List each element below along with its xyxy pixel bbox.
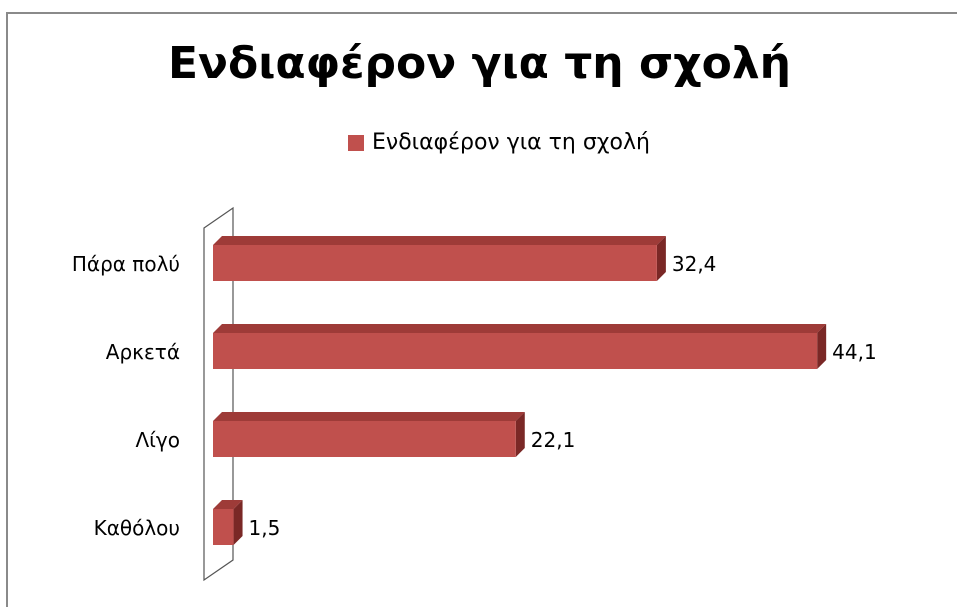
legend: Ενδιαφέρον για τη σχολή [348,130,650,155]
bar-side-face [656,236,666,281]
category-label: Πάρα πολύ [72,252,180,276]
legend-swatch [348,134,364,151]
category-label: Αρκετά [106,340,180,364]
bar-side-face [817,324,827,369]
labels: Πάρα πολύ 32,4 Αρκετά 44,1 Λίγο 22,1 Καθόλου 1,… [72,252,877,540]
bar-side-face [233,500,243,545]
category-label: Λίγο [135,428,180,452]
category-label: Καθόλου [94,516,180,540]
value-label: 44,1 [832,340,877,364]
legend-label: Ενδιαφέρον για τη σχολή [372,130,650,155]
value-label: 32,4 [672,252,717,276]
bar-top-face [213,236,666,245]
value-label: 22,1 [531,428,576,452]
bar-top-face [213,412,525,421]
bar-top-face [213,500,243,509]
value-label: 1,5 [249,516,281,540]
bar-side-face [515,412,525,457]
axis-wall [203,206,234,582]
bar [213,509,234,545]
bar [213,421,516,457]
chart-title: Ενδιαφέρον για τη σχολή [168,38,791,89]
bar [213,333,818,369]
bar-top-face [213,324,827,333]
category-axis [203,206,234,582]
bars [213,236,827,545]
bar [213,245,657,281]
chart-frame [6,12,957,607]
